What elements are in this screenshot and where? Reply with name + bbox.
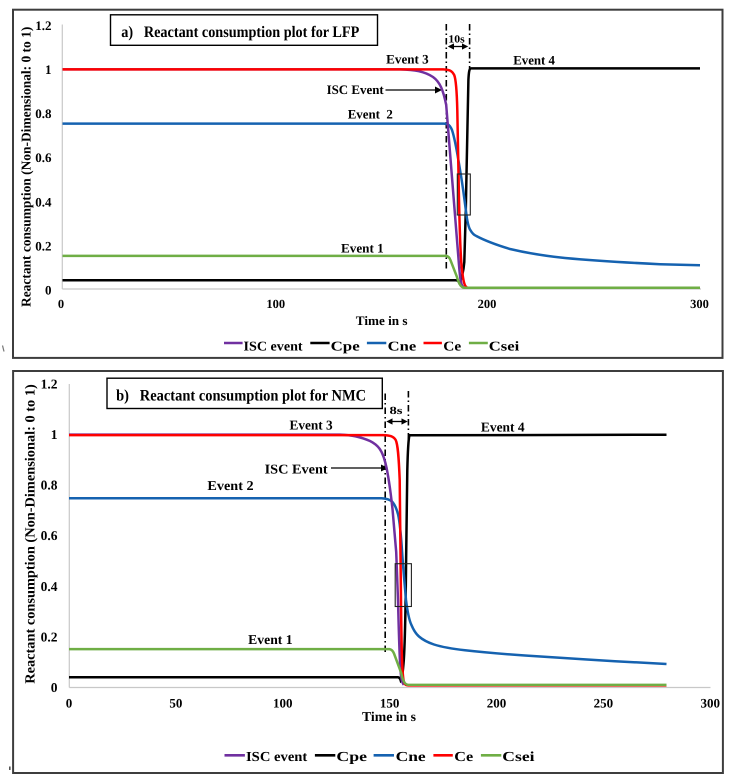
svg-text:1: 1 bbox=[45, 62, 52, 77]
svg-text:0.8: 0.8 bbox=[35, 106, 52, 121]
svg-text:10s: 10s bbox=[448, 33, 465, 45]
svg-text:0: 0 bbox=[51, 680, 58, 695]
svg-text:0: 0 bbox=[45, 283, 52, 298]
svg-text:a) Reactant consumption plot: a) Reactant consumption plot for LFP bbox=[121, 24, 359, 41]
svg-text:1: 1 bbox=[51, 427, 58, 442]
svg-text:0.2: 0.2 bbox=[41, 629, 58, 644]
svg-text:Ce: Ce bbox=[443, 339, 461, 354]
svg-text:Cne: Cne bbox=[396, 749, 426, 764]
svg-text:300: 300 bbox=[690, 297, 709, 311]
svg-text:Cne: Cne bbox=[388, 339, 417, 354]
svg-text:0.2: 0.2 bbox=[35, 238, 51, 253]
svg-text:1.2: 1.2 bbox=[35, 18, 51, 33]
svg-text:Event 1: Event 1 bbox=[248, 632, 293, 647]
svg-text:100: 100 bbox=[273, 696, 293, 711]
svg-text:Cpe: Cpe bbox=[336, 749, 367, 764]
svg-text:0.4: 0.4 bbox=[35, 194, 52, 209]
svg-text:Event 3: Event 3 bbox=[290, 418, 333, 433]
svg-text:Event 3: Event 3 bbox=[386, 52, 429, 67]
svg-text:ISC event: ISC event bbox=[244, 339, 304, 354]
svg-text:Event 1: Event 1 bbox=[341, 241, 384, 256]
svg-text:ISC Event: ISC Event bbox=[265, 461, 329, 476]
svg-text:Event 2: Event 2 bbox=[348, 107, 393, 122]
svg-text:Reactant consumption (Non-Dime: Reactant consumption (Non-Dimensional: 0… bbox=[19, 27, 34, 307]
svg-text:Csei: Csei bbox=[502, 749, 534, 764]
svg-text:1.2: 1.2 bbox=[41, 377, 58, 392]
svg-text:Ce: Ce bbox=[454, 749, 473, 764]
svg-text:Event 4: Event 4 bbox=[513, 53, 555, 68]
svg-text:250: 250 bbox=[594, 696, 614, 711]
svg-text:0.6: 0.6 bbox=[41, 528, 58, 543]
svg-text:0: 0 bbox=[58, 297, 64, 311]
svg-text:0: 0 bbox=[66, 696, 73, 711]
svg-text:Time in s: Time in s bbox=[356, 313, 408, 328]
svg-text:0.8: 0.8 bbox=[41, 478, 58, 493]
svg-text:Event 4: Event 4 bbox=[481, 419, 525, 434]
svg-text:100: 100 bbox=[266, 297, 285, 311]
svg-text:200: 200 bbox=[487, 696, 507, 711]
svg-text:50: 50 bbox=[169, 696, 182, 711]
svg-text:300: 300 bbox=[700, 696, 720, 711]
svg-text:ISC Event: ISC Event bbox=[327, 82, 385, 97]
svg-text:b) Reactant consumption plot: b) Reactant consumption plot for NMC bbox=[116, 387, 366, 404]
svg-text:0.6: 0.6 bbox=[35, 150, 52, 165]
svg-text:200: 200 bbox=[478, 297, 497, 311]
svg-text:Event 2: Event 2 bbox=[207, 478, 253, 493]
svg-text:Csei: Csei bbox=[489, 339, 520, 354]
svg-text:Time in s: Time in s bbox=[362, 709, 416, 724]
svg-text:150: 150 bbox=[380, 696, 400, 711]
svg-text:Reactant consumption (Non-Dime: Reactant consumption (Non-Dimensional: 0… bbox=[24, 384, 39, 684]
svg-text:0.4: 0.4 bbox=[41, 579, 58, 594]
svg-text:Cpe: Cpe bbox=[331, 339, 360, 354]
svg-text:ISC event: ISC event bbox=[246, 749, 308, 764]
svg-text:8s: 8s bbox=[390, 405, 404, 417]
